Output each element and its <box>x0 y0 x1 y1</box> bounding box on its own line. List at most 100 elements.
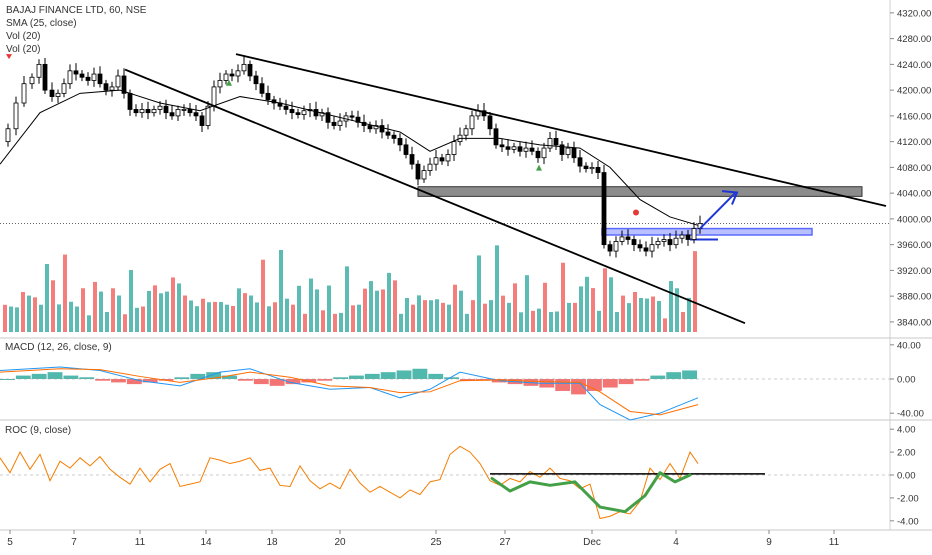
macd-histogram-bar <box>79 377 95 379</box>
candle-body <box>673 237 679 246</box>
volume-bar <box>249 295 253 332</box>
candle-body <box>55 92 61 97</box>
volume-bar <box>603 268 607 332</box>
macd-histogram-bar <box>253 379 269 385</box>
volume-bar <box>15 307 19 332</box>
y-tick-label: 4200.00 <box>897 86 931 97</box>
macd-tick-label: -40.00 <box>897 409 924 420</box>
volume-bar <box>243 293 247 332</box>
trend-line-2 <box>124 68 746 325</box>
macd-histogram-bar <box>269 379 285 386</box>
x-tick-label: 5 <box>7 537 13 548</box>
macd-histogram-bar <box>333 377 348 379</box>
volume-bar <box>405 298 409 332</box>
candle-body <box>643 247 649 252</box>
macd-title: MACD (12, 26, close, 9) <box>5 342 112 353</box>
candle-body <box>301 110 307 115</box>
x-tick-label: 9 <box>766 537 772 548</box>
candle-body <box>397 138 403 146</box>
roc-tick-label: -2.00 <box>897 493 919 504</box>
candle-body <box>289 109 295 114</box>
x-tick-label: 14 <box>200 537 212 548</box>
volume-bar <box>381 289 385 332</box>
x-tick-label: 18 <box>266 537 278 548</box>
volume-bar <box>453 284 457 332</box>
volume-bar <box>45 263 49 332</box>
candle-body <box>85 76 91 81</box>
macd-histogram-bar <box>206 372 222 379</box>
vol-legend-1: Vol (20) <box>6 31 41 42</box>
candle-body <box>157 105 163 110</box>
volume-bar <box>279 249 283 332</box>
candle-body <box>529 147 535 152</box>
volume-bar <box>111 288 115 332</box>
roc-legend: ROC (9, close) <box>5 424 71 437</box>
volume-bar <box>63 254 67 332</box>
macd-legend: MACD (12, 26, close, 9) <box>5 341 112 354</box>
roc-tick-label: 2.00 <box>897 448 916 459</box>
candle-body <box>379 125 385 133</box>
candle-body <box>523 147 529 152</box>
macd-histogram-bar <box>111 379 126 383</box>
axis-layer: 5 7 11 14 18 20 25 27 Dec 4 9 11 3840.00 3880.00 3920.… <box>7 8 931 548</box>
candle-body <box>247 63 253 77</box>
candle-body <box>139 109 145 114</box>
buy-marker <box>226 79 232 86</box>
candle-body <box>367 125 373 130</box>
volume-bar <box>93 281 97 332</box>
volume-bar <box>339 312 343 332</box>
volume-bar <box>153 285 157 332</box>
macd-line <box>0 366 699 421</box>
candle-body <box>553 138 559 146</box>
candle-body <box>133 109 139 114</box>
volume-bar <box>537 308 541 332</box>
candle-body <box>73 70 79 75</box>
candle-body <box>265 92 271 101</box>
candle-body <box>667 239 673 246</box>
macd-pane <box>0 366 890 421</box>
candle-body <box>241 63 247 72</box>
volume-bar <box>549 312 553 332</box>
x-tick-label: 11 <box>829 537 840 548</box>
macd-histogram-bar <box>63 375 79 379</box>
volume-bar <box>87 315 91 332</box>
volume-bar <box>489 300 493 332</box>
volume-bar <box>189 300 193 332</box>
candle-body <box>199 115 205 126</box>
volume-bar <box>285 298 289 332</box>
volume-bar <box>171 277 175 332</box>
candle-body <box>115 75 121 88</box>
candle-body <box>595 166 601 173</box>
volume-bar <box>105 312 109 332</box>
candle-body <box>403 144 409 155</box>
candle-body <box>205 105 211 126</box>
candle-body <box>445 154 451 162</box>
volume-bar <box>363 288 367 332</box>
volume-bar <box>579 286 583 332</box>
volume-bar <box>597 310 601 332</box>
candle-body <box>547 138 553 149</box>
volume-bar <box>159 293 163 332</box>
y-tick-label: 3880.00 <box>897 292 931 303</box>
support-zone <box>417 186 863 197</box>
x-tick-label: 25 <box>430 537 442 548</box>
candle-body <box>36 63 42 78</box>
volume-bar <box>459 290 463 332</box>
candle-body <box>223 73 229 81</box>
sell-marker <box>6 54 12 60</box>
candle-body <box>535 150 541 159</box>
x-tick-label: 27 <box>499 537 511 548</box>
volume-bar <box>309 278 313 332</box>
volume-bar <box>369 281 373 332</box>
macd-tick-label: 0.00 <box>897 375 916 386</box>
candle-body <box>511 146 517 150</box>
volume-bar <box>9 306 13 332</box>
volume-bar <box>183 295 187 332</box>
volume-bar <box>195 306 199 332</box>
x-tick-label: 11 <box>135 537 146 548</box>
sma-line <box>0 89 699 226</box>
volume-bar <box>573 302 577 332</box>
volume-bar <box>615 312 619 332</box>
